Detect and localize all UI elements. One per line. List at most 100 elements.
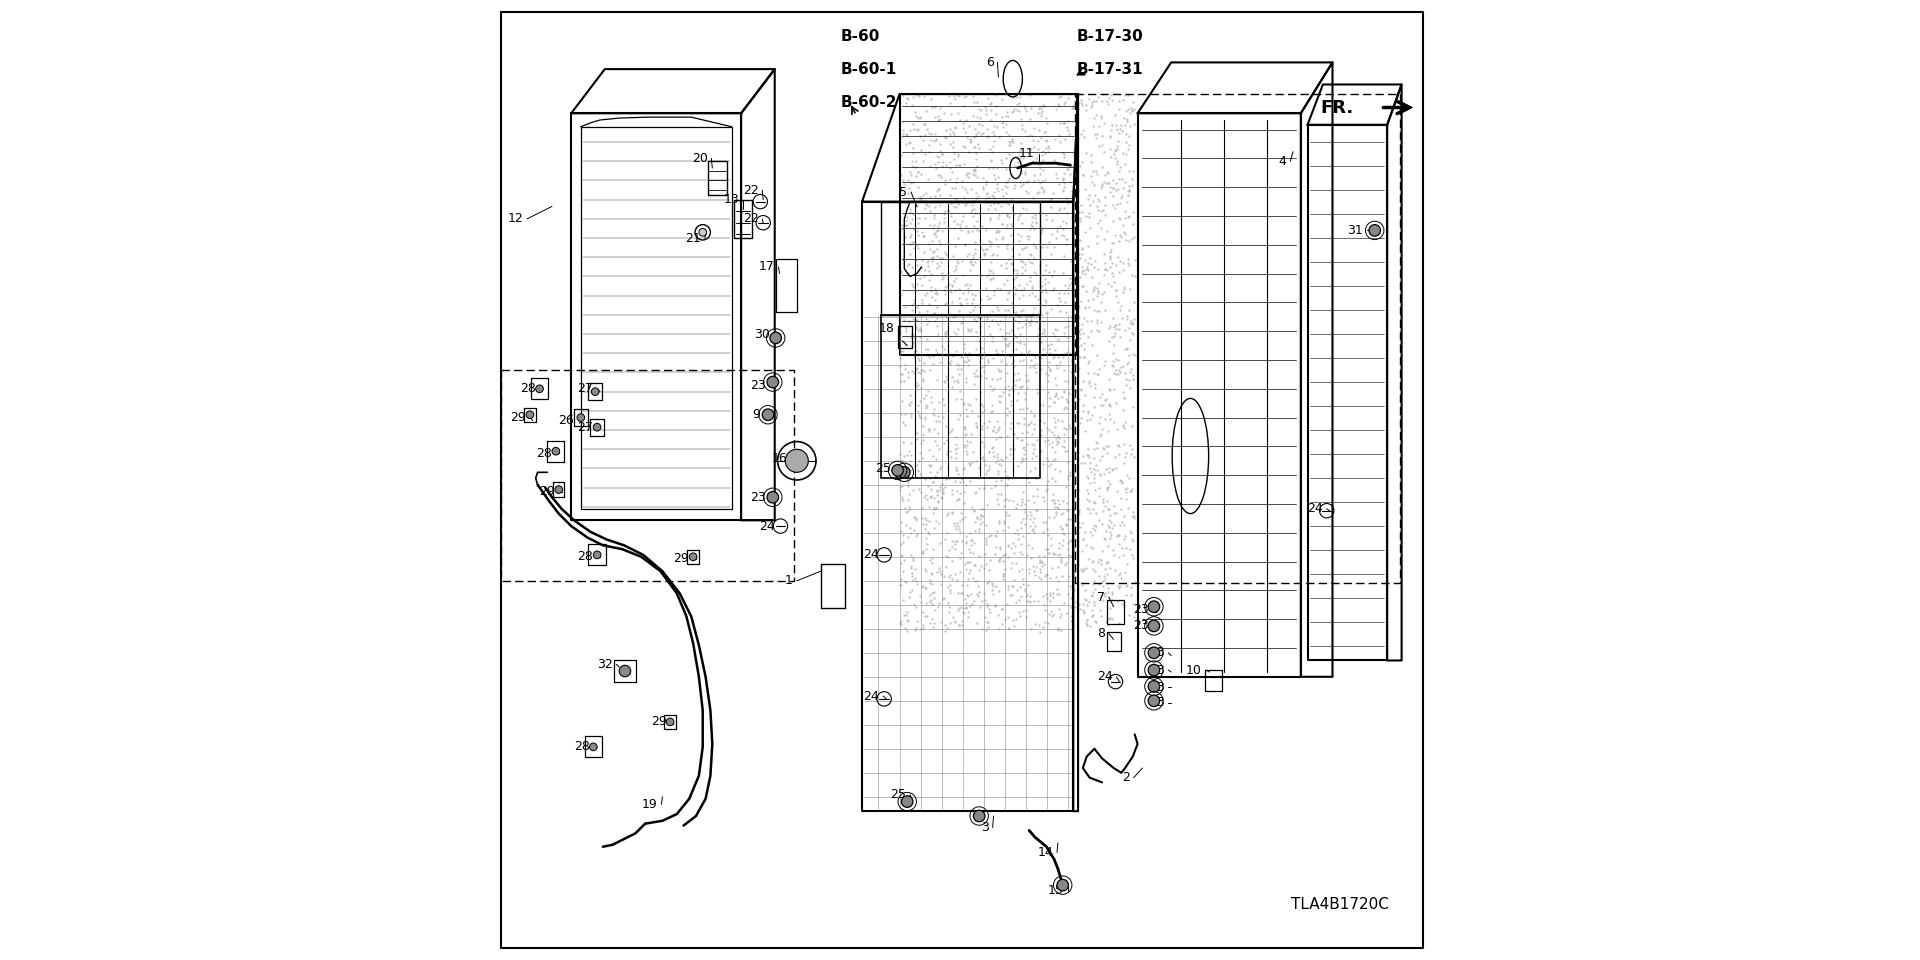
Point [935, 95, 966, 110]
Point [958, 593, 989, 609]
Point [983, 388, 1014, 403]
Point [1104, 302, 1135, 318]
Point [1052, 161, 1083, 177]
Point [1006, 588, 1037, 604]
Point [1114, 129, 1144, 144]
Point [1006, 241, 1037, 256]
Point [1044, 609, 1075, 624]
Point [1062, 219, 1092, 234]
Point [1089, 115, 1119, 131]
Point [906, 224, 937, 239]
Point [895, 501, 925, 516]
Point [1037, 226, 1068, 241]
Point [922, 451, 952, 467]
Point [1062, 468, 1092, 484]
Point [887, 415, 918, 430]
Point [968, 509, 998, 524]
Point [904, 191, 935, 206]
Point [941, 175, 972, 190]
Point [1002, 526, 1033, 541]
Point [960, 242, 991, 257]
Point [970, 560, 1000, 575]
Point [935, 136, 966, 152]
Point [970, 99, 1000, 114]
Point [1043, 176, 1073, 191]
Point [908, 228, 939, 243]
Point [895, 387, 925, 402]
Point [1060, 335, 1091, 350]
Point [908, 116, 939, 132]
Point [912, 388, 943, 403]
Point [1100, 367, 1131, 382]
Point [1094, 150, 1125, 165]
Point [981, 539, 1012, 554]
Point [1081, 522, 1112, 538]
Point [1048, 493, 1079, 509]
Point [1068, 317, 1098, 332]
Point [1089, 491, 1119, 506]
Point [1035, 362, 1066, 377]
Point [1023, 292, 1054, 307]
Point [975, 527, 1006, 542]
Point [1023, 569, 1054, 585]
Point [1089, 568, 1119, 584]
Point [1106, 540, 1137, 555]
Point [1041, 322, 1071, 337]
Text: B-60-2: B-60-2 [841, 95, 897, 110]
Point [914, 465, 945, 480]
Point [910, 530, 941, 545]
Point [991, 151, 1021, 166]
Point [1025, 131, 1056, 146]
Point [1077, 562, 1108, 577]
Point [937, 180, 968, 196]
Point [1033, 453, 1064, 468]
Point [1041, 132, 1071, 147]
Point [977, 587, 1008, 602]
Point [995, 446, 1025, 462]
Point [1094, 611, 1125, 626]
Point [897, 325, 927, 341]
Point [1068, 448, 1098, 464]
Point [897, 116, 927, 132]
Text: 29: 29 [540, 485, 555, 498]
Point [960, 300, 991, 315]
Point [966, 127, 996, 142]
Point [908, 545, 939, 561]
Text: B-17-31: B-17-31 [1077, 61, 1144, 77]
Point [950, 426, 981, 442]
Point [941, 326, 972, 342]
Point [895, 397, 925, 413]
Point [1002, 263, 1033, 278]
Point [899, 365, 929, 380]
Point [1062, 451, 1092, 467]
Point [956, 198, 987, 213]
Point [1079, 494, 1110, 510]
Text: 27: 27 [578, 382, 593, 396]
Point [1071, 102, 1102, 117]
Point [983, 420, 1014, 435]
Point [1031, 239, 1062, 254]
Point [1089, 353, 1119, 369]
Point [1116, 525, 1146, 540]
Point [893, 256, 924, 272]
Point [914, 126, 945, 141]
Point [902, 304, 933, 320]
Point [945, 281, 975, 297]
Point [941, 572, 972, 588]
Point [958, 88, 989, 104]
Point [920, 160, 950, 176]
Point [908, 355, 939, 371]
Point [972, 91, 1002, 107]
Point [920, 244, 950, 259]
Point [1104, 125, 1135, 140]
Point [1016, 255, 1046, 271]
Point [1027, 153, 1058, 168]
Point [1044, 506, 1075, 521]
Point [1006, 117, 1037, 132]
Point [885, 612, 916, 628]
Point [1073, 403, 1104, 419]
Point [996, 132, 1027, 147]
Point [1014, 111, 1044, 127]
Point [906, 411, 937, 426]
Point [1068, 373, 1098, 389]
